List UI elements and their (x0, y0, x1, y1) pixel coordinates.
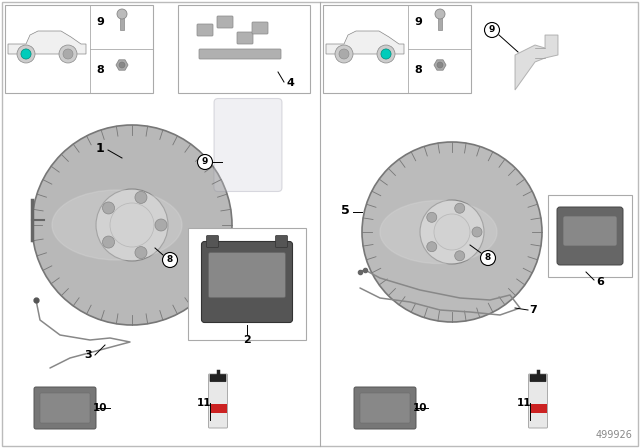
FancyBboxPatch shape (529, 404, 547, 413)
FancyBboxPatch shape (252, 22, 268, 34)
Circle shape (420, 200, 484, 264)
FancyBboxPatch shape (209, 374, 227, 428)
Circle shape (381, 49, 391, 59)
Text: 6: 6 (596, 277, 604, 287)
FancyBboxPatch shape (214, 99, 282, 191)
FancyBboxPatch shape (197, 24, 213, 36)
FancyBboxPatch shape (548, 195, 632, 277)
FancyBboxPatch shape (202, 241, 292, 323)
FancyBboxPatch shape (188, 228, 306, 340)
FancyBboxPatch shape (354, 387, 416, 429)
Text: 8: 8 (96, 65, 104, 75)
FancyBboxPatch shape (5, 5, 153, 93)
Text: 8: 8 (485, 254, 491, 263)
Circle shape (455, 203, 465, 213)
FancyBboxPatch shape (120, 14, 124, 30)
FancyBboxPatch shape (217, 16, 233, 28)
FancyBboxPatch shape (209, 253, 285, 298)
Polygon shape (8, 31, 86, 54)
FancyBboxPatch shape (438, 14, 442, 30)
FancyBboxPatch shape (557, 207, 623, 265)
Text: 499926: 499926 (595, 430, 632, 440)
Circle shape (339, 49, 349, 59)
Circle shape (63, 49, 73, 59)
FancyBboxPatch shape (40, 393, 90, 423)
Text: 9: 9 (414, 17, 422, 27)
Circle shape (427, 241, 436, 252)
FancyBboxPatch shape (199, 49, 281, 59)
FancyBboxPatch shape (237, 32, 253, 44)
Text: 9: 9 (96, 17, 104, 27)
Circle shape (381, 49, 391, 59)
Circle shape (17, 45, 35, 63)
FancyBboxPatch shape (210, 375, 226, 382)
Polygon shape (434, 60, 446, 70)
Circle shape (437, 62, 443, 68)
FancyBboxPatch shape (360, 393, 410, 423)
Circle shape (434, 214, 470, 250)
Circle shape (135, 191, 147, 203)
Circle shape (377, 45, 395, 63)
Circle shape (119, 62, 125, 68)
Text: 8: 8 (414, 65, 422, 75)
Circle shape (335, 45, 353, 63)
Circle shape (362, 142, 542, 322)
Circle shape (484, 22, 499, 38)
Circle shape (32, 125, 232, 325)
Text: 2: 2 (243, 335, 251, 345)
Circle shape (96, 189, 168, 261)
Text: 10: 10 (413, 403, 428, 413)
Ellipse shape (380, 201, 497, 263)
Circle shape (102, 236, 115, 248)
Polygon shape (515, 35, 558, 90)
FancyBboxPatch shape (178, 5, 310, 93)
Text: 9: 9 (489, 26, 495, 34)
Circle shape (59, 45, 77, 63)
Text: 10: 10 (93, 403, 108, 413)
FancyBboxPatch shape (529, 374, 547, 428)
Circle shape (102, 202, 115, 214)
Circle shape (481, 250, 495, 266)
Text: 7: 7 (529, 305, 537, 315)
FancyBboxPatch shape (209, 404, 227, 413)
FancyBboxPatch shape (207, 236, 218, 247)
Circle shape (21, 49, 31, 59)
Circle shape (21, 49, 31, 59)
Circle shape (427, 212, 436, 222)
Text: 9: 9 (202, 158, 208, 167)
Polygon shape (326, 31, 404, 54)
Circle shape (198, 155, 212, 169)
Text: 3: 3 (84, 350, 92, 360)
Circle shape (110, 203, 154, 247)
FancyBboxPatch shape (563, 216, 617, 246)
Text: 11: 11 (516, 398, 531, 408)
Circle shape (455, 251, 465, 261)
Circle shape (117, 9, 127, 19)
Circle shape (135, 246, 147, 258)
Text: 8: 8 (167, 255, 173, 264)
Text: 1: 1 (95, 142, 104, 155)
Circle shape (435, 9, 445, 19)
Circle shape (155, 219, 167, 231)
Circle shape (163, 253, 177, 267)
Polygon shape (116, 60, 128, 70)
Circle shape (472, 227, 482, 237)
FancyBboxPatch shape (530, 375, 546, 382)
FancyBboxPatch shape (275, 236, 287, 247)
Text: 11: 11 (196, 398, 211, 408)
FancyBboxPatch shape (323, 5, 471, 93)
Text: 5: 5 (340, 203, 349, 216)
Ellipse shape (52, 190, 182, 260)
FancyBboxPatch shape (34, 387, 96, 429)
Text: 4: 4 (286, 78, 294, 88)
